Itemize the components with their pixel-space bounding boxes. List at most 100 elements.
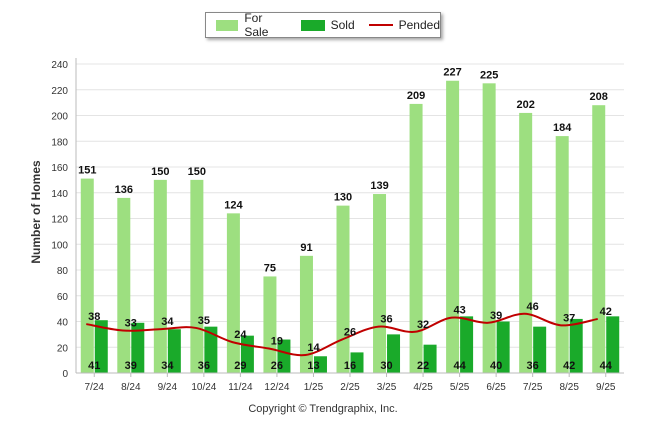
data-label-sold: 26 — [271, 360, 283, 372]
data-label-pended: 46 — [527, 301, 539, 313]
bar-sold — [569, 318, 583, 373]
copyright: Copyright © Trendgraphix, Inc. — [248, 403, 398, 415]
data-label-pended: 38 — [88, 311, 100, 323]
x-tick-label: 9/25 — [596, 382, 616, 393]
y-tick-label: 60 — [57, 292, 69, 303]
data-label-pended: 43 — [453, 305, 465, 317]
y-axis-label: Number of Homes — [29, 160, 43, 264]
data-label-pended: 33 — [125, 318, 137, 330]
x-tick-label: 6/25 — [486, 382, 506, 393]
data-label-for-sale: 208 — [590, 91, 608, 103]
data-label-for-sale: 150 — [188, 166, 206, 178]
bar-for-sale — [263, 276, 277, 373]
data-label-sold: 36 — [527, 360, 539, 372]
bar-for-sale — [80, 178, 94, 373]
data-label-sold: 36 — [198, 360, 210, 372]
x-tick-label: 2/25 — [340, 382, 360, 393]
x-tick-label: 3/25 — [377, 382, 397, 393]
x-tick-label: 5/25 — [450, 382, 470, 393]
x-tick-label: 10/24 — [191, 382, 216, 393]
x-tick-label: 8/24 — [121, 382, 141, 393]
y-tick-label: 180 — [51, 137, 68, 148]
bar-for-sale — [519, 112, 533, 374]
data-label-for-sale: 184 — [553, 122, 572, 134]
y-tick-label: 100 — [51, 240, 68, 251]
bar-sold — [313, 356, 327, 373]
bar-for-sale — [190, 179, 204, 373]
x-tick-label: 8/25 — [559, 382, 579, 393]
data-label-for-sale: 150 — [151, 166, 169, 178]
y-tick-label: 160 — [51, 163, 68, 174]
data-label-for-sale: 124 — [224, 199, 243, 211]
data-label-pended: 19 — [271, 336, 283, 348]
data-label-for-sale: 202 — [516, 99, 534, 111]
bar-sold — [204, 326, 218, 373]
data-label-sold: 44 — [453, 360, 466, 372]
bar-sold — [387, 334, 401, 373]
data-label-for-sale: 139 — [370, 180, 388, 192]
data-label-sold: 42 — [563, 360, 575, 372]
bar-sold — [496, 321, 510, 373]
legend-item-sold[interactable]: Sold — [300, 18, 355, 32]
data-label-sold: 13 — [307, 360, 319, 372]
bar-sold — [423, 344, 437, 373]
y-tick-label: 120 — [51, 215, 68, 226]
x-tick-label: 4/25 — [413, 382, 433, 393]
data-label-sold: 34 — [161, 360, 174, 372]
bar-for-sale — [555, 136, 569, 373]
legend-item-for-sale[interactable]: For Sale — [216, 11, 287, 39]
data-label-sold: 30 — [380, 360, 392, 372]
legend-label-sold: Sold — [330, 18, 355, 32]
data-labels: 151 41 136 39 150 34 150 36 124 29 75 26 91 13 130 16 13… — [78, 67, 613, 372]
data-label-for-sale: 91 — [300, 242, 312, 254]
x-tick-label: 11/24 — [228, 382, 253, 393]
bar-for-sale — [226, 213, 240, 373]
data-label-for-sale: 151 — [78, 165, 96, 177]
x-tick-label: 9/24 — [158, 382, 178, 393]
y-tick-label: 240 — [51, 60, 68, 71]
bar-for-sale — [373, 194, 387, 373]
bar-sold — [277, 339, 291, 373]
bar-sold — [350, 352, 364, 373]
data-label-for-sale: 209 — [407, 90, 425, 102]
y-tick-label: 20 — [57, 343, 69, 354]
pended-series-line — [86, 312, 598, 357]
y-tick-label: 80 — [57, 266, 69, 277]
data-label-for-sale: 227 — [443, 67, 461, 79]
x-tick-label: 12/24 — [264, 382, 289, 393]
pended-line-swatch — [368, 24, 393, 26]
data-label-pended: 36 — [380, 314, 392, 326]
legend-item-pended[interactable]: Pended — [368, 18, 440, 32]
y-tick-label: 140 — [51, 189, 68, 200]
data-label-pended: 39 — [490, 310, 502, 322]
data-label-sold: 29 — [234, 360, 246, 372]
data-label-pended: 24 — [234, 329, 247, 341]
bar-for-sale — [153, 179, 167, 373]
bar-for-sale — [446, 80, 460, 374]
x-tick-label: 7/25 — [523, 382, 543, 393]
data-label-sold: 40 — [490, 360, 502, 372]
sold-swatch — [300, 19, 325, 31]
legend-label-for-sale: For Sale — [244, 11, 269, 39]
y-tick-label: 40 — [57, 318, 69, 329]
bar-for-sale — [336, 205, 350, 373]
legend-label-pended: Pended — [398, 18, 440, 32]
bar-for-sale — [482, 83, 496, 373]
y-tick-label: 220 — [51, 86, 68, 97]
data-label-pended: 26 — [344, 327, 356, 339]
data-label-pended: 35 — [198, 315, 210, 327]
for-sale-swatch — [216, 19, 239, 31]
data-label-pended: 32 — [417, 319, 429, 331]
bar-sold — [606, 316, 620, 373]
bar-for-sale — [592, 105, 606, 373]
data-label-sold: 41 — [88, 360, 100, 372]
bar-for-sale — [409, 103, 423, 373]
data-label-pended: 34 — [161, 316, 174, 328]
data-label-pended: 42 — [600, 306, 612, 318]
bar-sold — [460, 316, 474, 373]
data-label-for-sale: 75 — [264, 262, 276, 274]
legend: For Sale Sold Pended — [205, 11, 441, 39]
gridlines — [76, 63, 624, 348]
bar-sold — [167, 329, 181, 373]
